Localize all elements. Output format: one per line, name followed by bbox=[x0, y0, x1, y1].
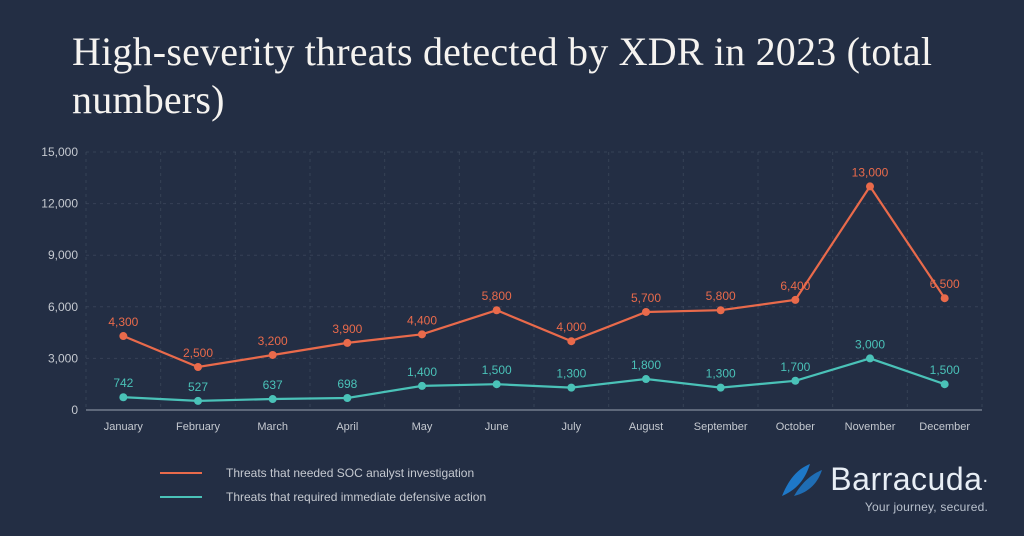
month-label: April bbox=[336, 421, 358, 433]
legend: Threats that needed SOC analyst investig… bbox=[160, 466, 486, 514]
series-point-soc bbox=[717, 306, 725, 314]
series-point-def bbox=[717, 384, 725, 392]
point-label-soc: 6,500 bbox=[930, 277, 960, 291]
point-label-soc: 4,300 bbox=[108, 315, 138, 329]
legend-item-def: Threats that required immediate defensiv… bbox=[160, 490, 486, 504]
series-point-soc bbox=[567, 337, 575, 345]
point-label-soc: 5,800 bbox=[706, 289, 736, 303]
series-point-soc bbox=[642, 308, 650, 316]
legend-swatch-def bbox=[160, 496, 202, 498]
month-label: July bbox=[562, 421, 582, 433]
month-label: January bbox=[104, 421, 144, 433]
point-label-def: 1,300 bbox=[706, 367, 736, 381]
series-point-def bbox=[418, 382, 426, 390]
series-point-soc bbox=[493, 306, 501, 314]
month-label: May bbox=[412, 421, 433, 433]
point-label-soc: 3,900 bbox=[332, 322, 362, 336]
point-label-def: 1,300 bbox=[556, 367, 586, 381]
series-point-def bbox=[567, 384, 575, 392]
month-label: June bbox=[485, 421, 509, 433]
series-point-soc bbox=[941, 294, 949, 302]
point-label-soc: 5,700 bbox=[631, 291, 661, 305]
barracuda-wave-icon bbox=[780, 462, 824, 498]
point-label-soc: 3,200 bbox=[258, 334, 288, 348]
point-label-soc: 2,500 bbox=[183, 346, 213, 360]
chart-svg: 0 3,000 6,000 9,000 12,000 15,000 January Febru… bbox=[32, 144, 992, 444]
month-label: August bbox=[629, 421, 663, 433]
point-label-def: 1,400 bbox=[407, 365, 437, 379]
point-label-soc: 5,800 bbox=[482, 289, 512, 303]
brand-reg-mark: . bbox=[982, 465, 988, 488]
chart-title: High-severity threats detected by XDR in… bbox=[72, 28, 952, 124]
point-label-def: 637 bbox=[263, 378, 283, 392]
legend-item-soc: Threats that needed SOC analyst investig… bbox=[160, 466, 486, 480]
point-label-def: 1,700 bbox=[780, 360, 810, 374]
point-label-def: 3,000 bbox=[855, 337, 885, 351]
series-point-soc bbox=[866, 182, 874, 190]
point-label-soc: 4,400 bbox=[407, 313, 437, 327]
series-line-soc bbox=[123, 186, 944, 367]
series-point-def bbox=[941, 380, 949, 388]
series-point-def bbox=[642, 375, 650, 383]
brand-tagline: Your journey, secured. bbox=[780, 500, 988, 514]
series-point-def bbox=[343, 394, 351, 402]
y-tick-label: 6,000 bbox=[48, 300, 78, 314]
month-label: March bbox=[257, 421, 288, 433]
y-tick-label: 9,000 bbox=[48, 248, 78, 262]
point-label-soc: 6,400 bbox=[780, 279, 810, 293]
month-label: December bbox=[919, 421, 970, 433]
series-point-def bbox=[493, 380, 501, 388]
line-chart: 0 3,000 6,000 9,000 12,000 15,000 January Febru… bbox=[32, 144, 992, 444]
series-point-def bbox=[866, 354, 874, 362]
series-point-soc bbox=[194, 363, 202, 371]
legend-swatch-soc bbox=[160, 472, 202, 474]
series-point-def bbox=[269, 395, 277, 403]
point-label-soc: 4,000 bbox=[556, 320, 586, 334]
legend-label-def: Threats that required immediate defensiv… bbox=[226, 490, 486, 504]
brand-block: Barracuda. Your journey, secured. bbox=[780, 461, 988, 514]
series-point-soc bbox=[119, 332, 127, 340]
point-label-def: 742 bbox=[113, 376, 133, 390]
month-label: September bbox=[694, 421, 748, 433]
point-label-soc: 13,000 bbox=[852, 165, 889, 179]
month-label: February bbox=[176, 421, 221, 433]
point-label-def: 1,500 bbox=[482, 363, 512, 377]
y-tick-label: 15,000 bbox=[41, 145, 78, 159]
point-label-def: 698 bbox=[337, 377, 357, 391]
series-point-def bbox=[194, 397, 202, 405]
series-point-soc bbox=[791, 296, 799, 304]
series-point-def bbox=[119, 393, 127, 401]
series-point-soc bbox=[418, 330, 426, 338]
point-label-def: 1,500 bbox=[930, 363, 960, 377]
point-label-def: 527 bbox=[188, 380, 208, 394]
month-label: October bbox=[776, 421, 815, 433]
month-label: November bbox=[845, 421, 896, 433]
series-point-def bbox=[791, 377, 799, 385]
y-tick-label: 3,000 bbox=[48, 351, 78, 365]
series-point-soc bbox=[269, 351, 277, 359]
series-point-soc bbox=[343, 339, 351, 347]
y-tick-label: 12,000 bbox=[41, 197, 78, 211]
legend-label-soc: Threats that needed SOC analyst investig… bbox=[226, 466, 474, 480]
y-tick-label: 0 bbox=[71, 403, 78, 417]
point-label-def: 1,800 bbox=[631, 358, 661, 372]
brand-name: Barracuda bbox=[830, 461, 982, 498]
